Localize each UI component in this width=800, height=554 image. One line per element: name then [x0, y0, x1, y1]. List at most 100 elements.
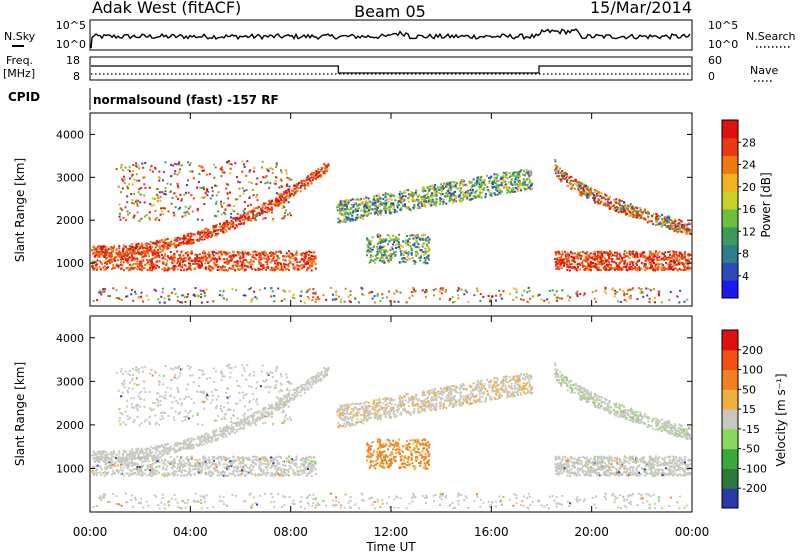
range-gate-cell — [660, 301, 663, 304]
range-gate-cell — [122, 169, 124, 172]
range-gate-cell — [295, 186, 298, 189]
range-gate-cell — [102, 251, 105, 254]
range-gate-cell — [198, 172, 201, 175]
range-gate-cell — [639, 292, 642, 295]
range-gate-cell — [275, 251, 278, 253]
range-gate-cell — [610, 254, 613, 257]
range-gate-cell — [134, 266, 137, 269]
range-gate-cell — [586, 265, 589, 268]
range-gate-cell — [258, 206, 261, 209]
range-gate-cell — [370, 250, 373, 253]
range-gate-cell — [378, 247, 381, 250]
range-gate-cell — [595, 263, 598, 266]
range-gate-cell — [275, 197, 278, 200]
range-gate-cell — [403, 257, 406, 260]
range-gate-cell — [145, 294, 148, 297]
range-gate-cell — [504, 175, 507, 178]
range-gate-cell — [163, 255, 166, 257]
range-gate-cell — [120, 463, 122, 466]
range-gate-cell — [585, 259, 587, 262]
range-gate-cell — [379, 300, 382, 302]
range-gate-cell — [208, 173, 211, 175]
range-gate-cell — [460, 182, 463, 185]
range-gate-cell — [262, 217, 265, 220]
range-gate-cell — [285, 199, 288, 201]
range-gate-cell — [415, 254, 418, 257]
range-gate-cell — [124, 257, 127, 260]
range-gate-cell — [162, 260, 165, 263]
range-gate-cell — [236, 262, 239, 265]
range-gate-cell — [275, 263, 278, 266]
range-gate-cell — [584, 252, 587, 255]
range-gate-cell — [564, 253, 567, 256]
range-gate-cell — [612, 205, 615, 207]
range-gate-cell — [589, 187, 592, 190]
range-gate-cell — [419, 238, 422, 241]
range-gate-cell — [249, 265, 252, 268]
range-gate-cell — [247, 211, 250, 214]
cpid-label: CPID — [8, 90, 40, 104]
range-gate-cell — [582, 191, 584, 194]
range-gate-cell — [675, 253, 678, 256]
range-gate-cell — [105, 260, 108, 263]
range-gate-cell — [168, 298, 171, 301]
range-gate-cell — [184, 214, 187, 217]
range-gate-cell — [410, 247, 413, 250]
range-gate-cell — [178, 161, 181, 164]
range-gate-cell — [100, 252, 102, 255]
range-gate-cell — [355, 216, 358, 219]
range-gate-cell — [479, 186, 482, 189]
range-gate-cell — [111, 268, 113, 270]
range-gate-cell — [564, 250, 567, 253]
range-gate-cell — [470, 198, 473, 201]
range-gate-cell — [200, 229, 203, 232]
range-gate-cell — [308, 266, 311, 269]
range-gate-cell — [213, 251, 216, 253]
range-gate-cell — [673, 228, 676, 231]
range-gate-cell — [490, 194, 493, 197]
nsky-tick-high: 10^5 — [56, 19, 86, 32]
range-gate-cell — [342, 204, 345, 207]
range-gate-cell — [611, 260, 614, 263]
range-gate-cell — [197, 230, 200, 233]
range-gate-cell — [466, 192, 469, 194]
range-gate-cell — [599, 202, 602, 205]
range-gate-cell — [99, 268, 102, 271]
range-gate-cell — [184, 211, 187, 214]
range-gate-cell — [615, 199, 618, 202]
range-gate-cell — [382, 241, 385, 243]
range-gate-cell — [586, 268, 588, 271]
range-gate-cell — [531, 187, 534, 190]
range-gate-cell — [174, 170, 177, 173]
range-gate-cell — [104, 248, 107, 251]
range-gate-cell — [136, 252, 139, 254]
range-gate-cell — [376, 292, 379, 295]
range-gate-cell — [300, 184, 303, 187]
range-gate-cell — [564, 178, 567, 181]
range-gate-cell — [264, 217, 267, 220]
range-gate-cell — [207, 262, 210, 265]
range-gate-cell — [194, 253, 197, 256]
range-gate-cell — [394, 243, 397, 246]
range-gate-cell — [201, 166, 204, 169]
range-gate-cell — [240, 217, 243, 220]
range-gate-cell — [192, 177, 195, 180]
range-gate-cell — [597, 202, 600, 205]
range-gate-cell — [122, 216, 125, 219]
range-gate-cell — [508, 292, 511, 295]
range-gate-cell — [352, 209, 355, 212]
range-gate-cell — [133, 251, 136, 254]
range-gate-cell — [200, 258, 203, 260]
range-gate-cell — [392, 203, 395, 206]
range-gate-cell — [121, 264, 124, 267]
range-gate-cell — [140, 262, 143, 265]
freq-frame — [89, 56, 693, 81]
range-gate-cell — [171, 262, 174, 265]
range-gate-cell — [338, 295, 340, 298]
range-gate-cell — [476, 287, 479, 290]
range-gate-cell — [562, 172, 565, 175]
range-gate-cell — [678, 301, 681, 304]
range-gate-cell — [259, 253, 262, 255]
range-gate-cell — [576, 290, 579, 293]
range-gate-cell — [514, 171, 517, 174]
